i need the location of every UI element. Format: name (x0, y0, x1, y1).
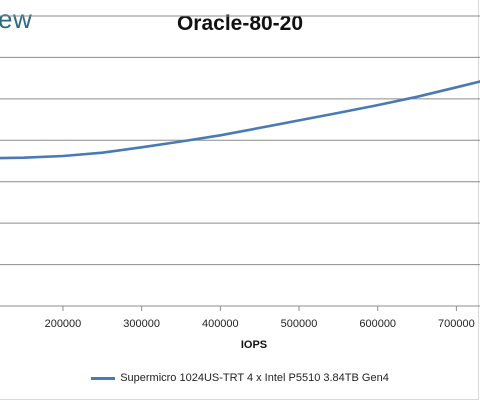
chart-legend: Supermicro 1024US-TRT 4 x Intel P5510 3.… (0, 372, 480, 384)
x-tick-label: 200000 (45, 318, 82, 330)
brand-logo-text: ew (0, 4, 33, 34)
series-line (0, 80, 480, 160)
legend-swatch (91, 376, 116, 380)
x-tick-label: 500000 (281, 318, 318, 330)
x-tick-label: 700000 (438, 318, 475, 330)
x-tick-label: 300000 (123, 318, 160, 330)
x-tick-label: 600000 (359, 318, 396, 330)
x-tick-label: 400000 (202, 318, 239, 330)
x-axis-label: IOPS (241, 339, 267, 351)
legend-label: Supermicro 1024US-TRT 4 x Intel P5510 3.… (120, 372, 389, 384)
chart-title: Oracle-80-20 (176, 12, 304, 35)
